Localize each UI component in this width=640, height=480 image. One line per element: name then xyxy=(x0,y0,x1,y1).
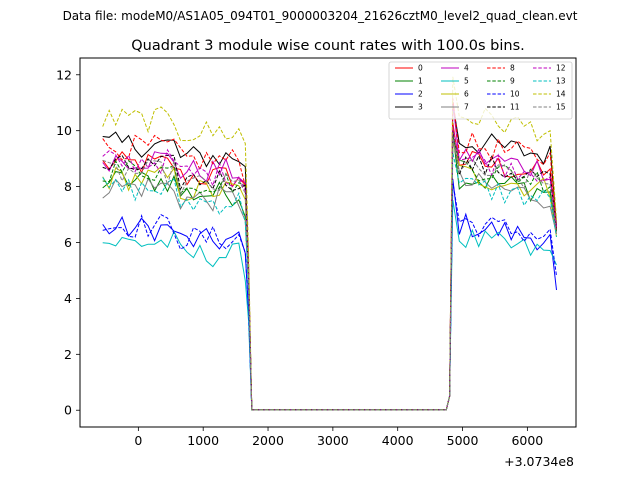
x-axis: 0 1000 2000 3000 4000 5000 6000 xyxy=(134,427,543,448)
x-tick-label: 6000 xyxy=(511,433,543,448)
series-line-9 xyxy=(102,136,557,411)
series-layer xyxy=(102,76,557,411)
x-tick-label: 5000 xyxy=(447,433,479,448)
legend-label-1: 1 xyxy=(418,77,423,86)
y-tick-label: 12 xyxy=(56,67,72,82)
x-tick-label: 3000 xyxy=(317,433,349,448)
x-offset-label: +3.0734e8 xyxy=(504,454,574,469)
y-tick-label: 2 xyxy=(64,347,72,362)
legend-box xyxy=(388,61,573,120)
series-line-15 xyxy=(102,135,557,411)
series-line-3 xyxy=(102,103,557,411)
legend-label-7: 7 xyxy=(464,103,469,112)
legend-label-10: 10 xyxy=(510,90,520,99)
legend-label-14: 14 xyxy=(556,90,566,99)
legend-label-6: 6 xyxy=(464,90,469,99)
x-tick-label: 4000 xyxy=(382,433,414,448)
y-axis: 0 2 4 6 8 10 12 xyxy=(56,67,80,418)
data-file-caption: Data file: modeM0/AS1A05_094T01_90000032… xyxy=(63,9,578,23)
y-tick-label: 0 xyxy=(64,403,72,418)
legend-label-0: 0 xyxy=(418,64,423,73)
y-tick-label: 8 xyxy=(64,179,72,194)
legend-label-8: 8 xyxy=(510,64,515,73)
legend-label-11: 11 xyxy=(510,103,520,112)
series-line-10 xyxy=(102,182,557,411)
series-line-7 xyxy=(102,137,557,411)
series-line-13 xyxy=(102,152,557,411)
series-line-4 xyxy=(102,101,557,411)
series-line-8 xyxy=(102,98,557,411)
legend-label-3: 3 xyxy=(418,103,423,112)
series-line-6 xyxy=(102,140,557,411)
y-tick-label: 10 xyxy=(56,123,72,138)
series-line-5 xyxy=(102,199,557,411)
x-tick-label: 0 xyxy=(134,433,142,448)
chart-title: Quadrant 3 module wise count rates with … xyxy=(131,38,525,54)
legend-label-2: 2 xyxy=(418,90,423,99)
legend-label-9: 9 xyxy=(510,77,515,86)
legend-label-12: 12 xyxy=(556,64,566,73)
series-line-14 xyxy=(102,76,557,411)
series-line-0 xyxy=(102,122,557,411)
legend-label-5: 5 xyxy=(464,77,469,86)
y-tick-label: 6 xyxy=(64,235,72,250)
legend-label-15: 15 xyxy=(556,103,566,112)
y-tick-label: 4 xyxy=(64,291,72,306)
series-line-2 xyxy=(102,178,557,411)
series-line-12 xyxy=(102,126,557,411)
legend-label-4: 4 xyxy=(464,64,469,73)
x-tick-label: 1000 xyxy=(187,433,219,448)
legend-label-13: 13 xyxy=(556,77,566,86)
x-tick-label: 2000 xyxy=(252,433,284,448)
